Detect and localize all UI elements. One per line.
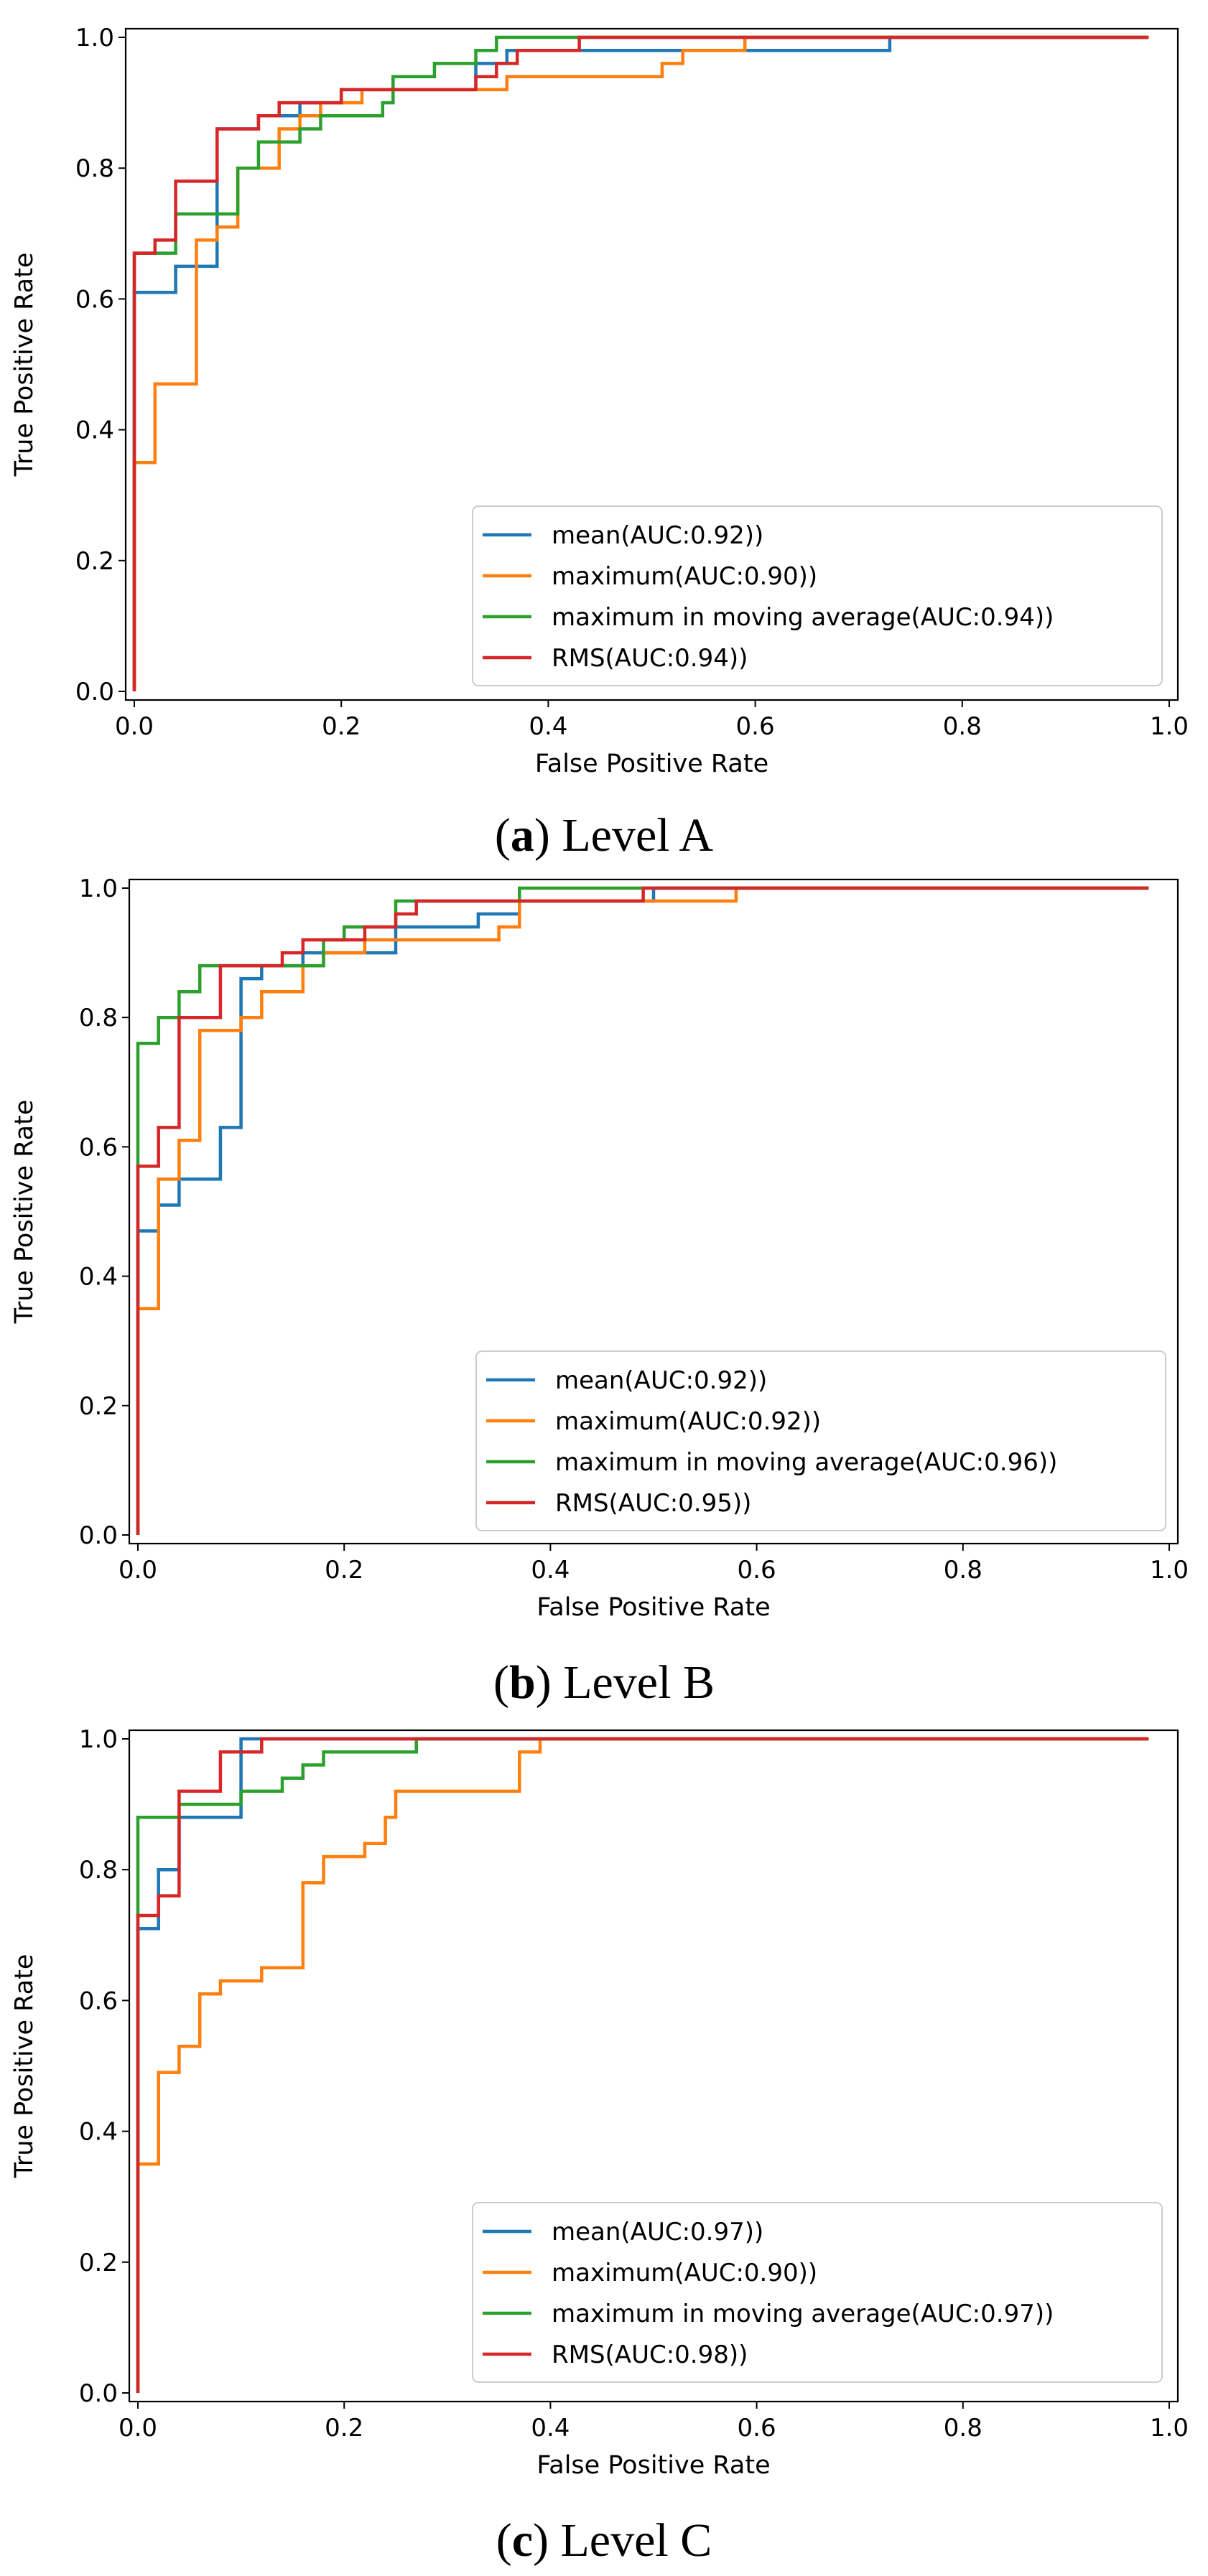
- x-tick-label: 0.4: [531, 1556, 570, 1585]
- x-tick-label: 0.2: [325, 1556, 363, 1585]
- panel-caption: (b) Level B: [493, 1656, 715, 1709]
- series-line-3: [132, 35, 1149, 691]
- x-tick-label: 0.8: [944, 1556, 982, 1585]
- series-line-2: [132, 35, 1149, 691]
- legend-label: mean(AUC:0.97)): [552, 2218, 763, 2246]
- legend-label: RMS(AUC:0.95)): [555, 1489, 751, 1518]
- y-tick-label: 0.0: [79, 2379, 118, 2408]
- chart-panel-b: 0.0 0.2 0.4 0.6 0.8 1.0 0.0 0.2 0.4 0.6 0.8 1.0 Fals…: [10, 874, 1189, 1709]
- x-tick-label: 0.0: [119, 1556, 157, 1585]
- legend-label: RMS(AUC:0.98)): [552, 2341, 748, 2369]
- y-tick-label: 0.2: [79, 1392, 118, 1421]
- legend: mean(AUC:0.97)) maximum(AUC:0.90)) maximum…: [472, 2202, 1163, 2383]
- y-tick-label: 1.0: [79, 874, 118, 903]
- y-tick-label: 0.6: [79, 1987, 118, 2015]
- y-tick-label: 0.6: [75, 285, 114, 314]
- x-tick-label: 0.8: [943, 712, 982, 741]
- legend-label: maximum(AUC:0.92)): [555, 1407, 821, 1436]
- series-line-2: [136, 886, 1149, 1535]
- legend-label: maximum(AUC:0.90)): [552, 562, 817, 591]
- x-tick-label: 1.0: [1150, 2414, 1189, 2442]
- series-line-4: [136, 886, 1149, 1535]
- series-line-4: [136, 1737, 1149, 2393]
- series-line-2: [136, 1737, 1149, 2393]
- axes-frame: [124, 27, 1179, 701]
- panel-caption: (c) Level C: [496, 2514, 712, 2567]
- x-tick-label: 0.2: [322, 712, 361, 741]
- legend-box: [475, 1350, 1166, 1531]
- legend-label: mean(AUC:0.92)): [552, 521, 763, 550]
- x-tick-label: 0.6: [736, 712, 775, 741]
- x-tick-label: 1.0: [1150, 1556, 1189, 1585]
- x-axis-label: False Positive Rate: [536, 2451, 770, 2480]
- legend-label: RMS(AUC:0.94)): [552, 644, 748, 673]
- legend-label: mean(AUC:0.92)): [555, 1366, 767, 1395]
- axes-frame: [128, 878, 1179, 1545]
- chart-panel-c: 0.0 0.2 0.4 0.6 0.8 1.0 0.0 0.2 0.4 0.6 0.8 1.0 Fals…: [10, 1725, 1189, 2567]
- y-tick-label: 0.4: [79, 1263, 118, 1292]
- legend-label: maximum in moving average(AUC:0.96)): [555, 1448, 1057, 1477]
- y-tick-label: 0.0: [75, 678, 114, 706]
- x-tick-label: 1.0: [1150, 712, 1189, 741]
- legend: mean(AUC:0.92)) maximum(AUC:0.92)) maximum…: [475, 1350, 1166, 1531]
- x-tick-label: 0.4: [529, 712, 567, 741]
- x-tick-label: 0.0: [119, 2414, 157, 2442]
- y-tick-label: 0.0: [79, 1521, 118, 1550]
- x-tick-label: 0.8: [944, 2414, 982, 2442]
- x-tick-label: 0.6: [738, 1556, 776, 1585]
- chart-panel-a: 0.0 0.2 0.4 0.6 0.8 1.0 0.0 0.2 0.4 0.6 0.8 1.0 Fals…: [10, 24, 1189, 862]
- y-axis-label: True Positive Rate: [10, 253, 39, 477]
- y-tick-label: 1.0: [75, 24, 114, 52]
- x-axis-label: False Positive Rate: [536, 1593, 770, 1622]
- x-tick-label: 0.2: [325, 2414, 363, 2442]
- y-tick-label: 0.6: [79, 1133, 118, 1162]
- series-line-4: [132, 35, 1149, 691]
- y-axis-label: True Positive Rate: [10, 1954, 39, 2179]
- legend-label: maximum in moving average(AUC:0.97)): [552, 2300, 1054, 2328]
- axes-frame: [128, 1729, 1179, 2403]
- legend-box: [472, 505, 1163, 686]
- x-tick-label: 0.6: [738, 2414, 776, 2442]
- y-tick-label: 0.4: [79, 2118, 118, 2147]
- x-tick-label: 0.4: [531, 2414, 570, 2442]
- y-tick-label: 0.8: [79, 1004, 118, 1032]
- y-tick-label: 1.0: [79, 1725, 118, 1754]
- y-tick-label: 0.2: [79, 2249, 118, 2277]
- legend-label: maximum in moving average(AUC:0.94)): [552, 603, 1054, 632]
- panel-caption: (a) Level A: [495, 809, 714, 862]
- x-tick-label: 0.0: [115, 712, 154, 741]
- y-tick-label: 0.4: [75, 416, 114, 445]
- y-tick-label: 0.8: [79, 1856, 118, 1885]
- legend-box: [472, 2202, 1163, 2383]
- legend-label: maximum(AUC:0.90)): [552, 2259, 817, 2287]
- legend: mean(AUC:0.92)) maximum(AUC:0.90)) maximum…: [472, 505, 1163, 686]
- y-tick-label: 0.2: [75, 547, 114, 576]
- y-axis-label: True Positive Rate: [10, 1100, 39, 1325]
- y-tick-label: 0.8: [75, 154, 114, 183]
- x-axis-label: False Positive Rate: [535, 750, 768, 778]
